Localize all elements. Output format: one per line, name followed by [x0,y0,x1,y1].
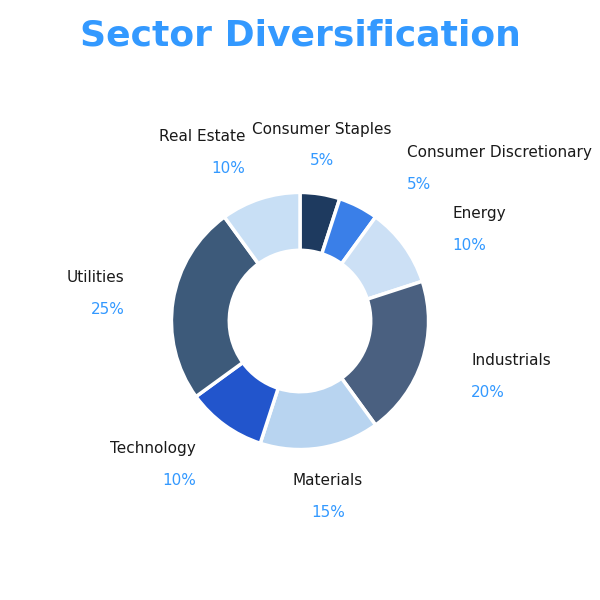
Text: Materials: Materials [293,473,363,488]
Text: Industrials: Industrials [471,353,551,368]
Wedge shape [260,378,376,449]
Wedge shape [341,217,422,299]
Wedge shape [322,199,376,264]
Text: Utilities: Utilities [67,270,125,285]
Text: 15%: 15% [311,505,344,520]
Wedge shape [300,193,340,254]
Text: 5%: 5% [407,176,431,191]
Text: 10%: 10% [211,161,245,176]
Text: 5%: 5% [310,153,334,168]
Text: 10%: 10% [162,473,196,488]
Wedge shape [224,193,300,264]
Wedge shape [341,281,428,425]
Text: 25%: 25% [91,302,125,317]
Text: Consumer Discretionary: Consumer Discretionary [407,145,592,160]
Text: Consumer Staples: Consumer Staples [252,122,391,137]
Text: Energy: Energy [452,206,506,221]
Text: Real Estate: Real Estate [158,129,245,144]
Text: Technology: Technology [110,441,196,456]
Wedge shape [172,217,259,397]
Text: 10%: 10% [452,238,486,253]
Text: Sector Diversification: Sector Diversification [80,18,520,52]
Wedge shape [196,362,278,443]
Text: 20%: 20% [471,385,505,400]
